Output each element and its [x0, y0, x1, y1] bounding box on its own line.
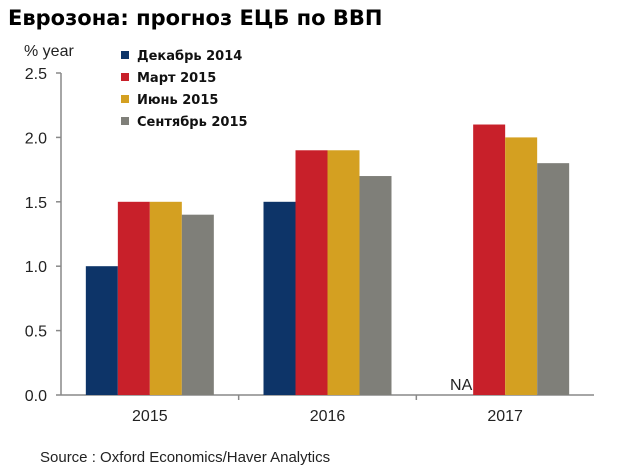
source-note: Source : Oxford Economics/Haver Analytic…	[40, 449, 330, 466]
chart-title: Еврозона: прогноз ЕЦБ по ВВП	[8, 6, 383, 30]
legend-label: Сентябрь 2015	[137, 115, 248, 130]
bar	[359, 176, 392, 395]
bar	[473, 124, 506, 396]
y-tick-label: 1.5	[25, 195, 47, 212]
x-tick-label: 2017	[487, 408, 523, 425]
legend-label: Июнь 2015	[137, 93, 218, 108]
y-tick-label: 2.5	[25, 66, 47, 83]
x-tick-label: 2015	[132, 408, 168, 425]
y-tick-label: 0.0	[25, 388, 47, 405]
legend-label: Март 2015	[137, 71, 216, 86]
bar	[327, 150, 360, 395]
bar	[181, 214, 214, 395]
bar	[537, 163, 570, 395]
bar	[149, 201, 182, 395]
y-tick-label: 1.0	[25, 259, 47, 276]
legend-label: Декабрь 2014	[137, 49, 242, 64]
bar	[295, 150, 328, 395]
legend-swatch	[121, 73, 129, 81]
bar	[505, 137, 538, 395]
legend-swatch	[121, 51, 129, 59]
bar	[263, 201, 296, 395]
y-tick-label: 2.0	[25, 130, 47, 147]
y-tick-label: 0.5	[25, 324, 47, 341]
bar	[117, 201, 150, 395]
na-label: NA	[450, 377, 473, 394]
y-axis-label: % year	[24, 43, 74, 60]
legend-swatch	[121, 117, 129, 125]
bar	[85, 266, 118, 395]
x-tick-label: 2016	[310, 408, 346, 425]
legend-swatch	[121, 95, 129, 103]
